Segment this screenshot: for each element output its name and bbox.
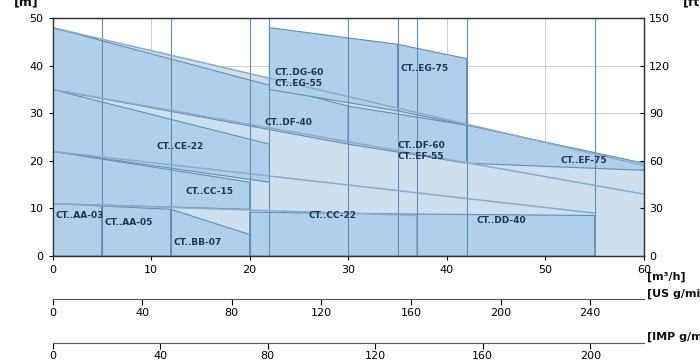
Text: CT..EG-75: CT..EG-75 xyxy=(400,64,449,73)
Text: CT..EF-75: CT..EF-75 xyxy=(560,156,607,165)
Text: [US g/min]: [US g/min] xyxy=(647,289,700,299)
Text: CT..CC-15: CT..CC-15 xyxy=(186,187,234,196)
Text: [m³/h]: [m³/h] xyxy=(647,272,685,282)
Text: CT..AA-05: CT..AA-05 xyxy=(105,218,153,227)
Text: CT..CC-22: CT..CC-22 xyxy=(309,211,357,220)
Polygon shape xyxy=(417,214,595,256)
Polygon shape xyxy=(52,151,250,209)
Polygon shape xyxy=(52,90,270,182)
Polygon shape xyxy=(270,28,398,111)
Text: [m]: [m] xyxy=(14,0,38,9)
Polygon shape xyxy=(102,206,171,256)
Text: [IMP g/min]: [IMP g/min] xyxy=(647,332,700,342)
Polygon shape xyxy=(398,44,466,125)
Text: CT..DG-60
CT..EG-55: CT..DG-60 CT..EG-55 xyxy=(274,68,323,87)
Polygon shape xyxy=(52,28,349,144)
Text: CT..AA-03: CT..AA-03 xyxy=(55,211,104,220)
Text: [ft]: [ft] xyxy=(682,0,700,9)
Polygon shape xyxy=(52,204,102,256)
Polygon shape xyxy=(466,125,644,170)
Text: CT..DF-60
CT..EF-55: CT..DF-60 CT..EF-55 xyxy=(398,141,445,161)
Polygon shape xyxy=(349,106,466,163)
Text: CT..CE-22: CT..CE-22 xyxy=(156,142,203,151)
Text: CT..BB-07: CT..BB-07 xyxy=(174,238,222,247)
Polygon shape xyxy=(52,28,644,256)
Text: CT..DF-40: CT..DF-40 xyxy=(265,118,312,127)
Polygon shape xyxy=(171,209,250,256)
Text: CT..DD-40: CT..DD-40 xyxy=(477,216,526,225)
Polygon shape xyxy=(250,212,417,256)
